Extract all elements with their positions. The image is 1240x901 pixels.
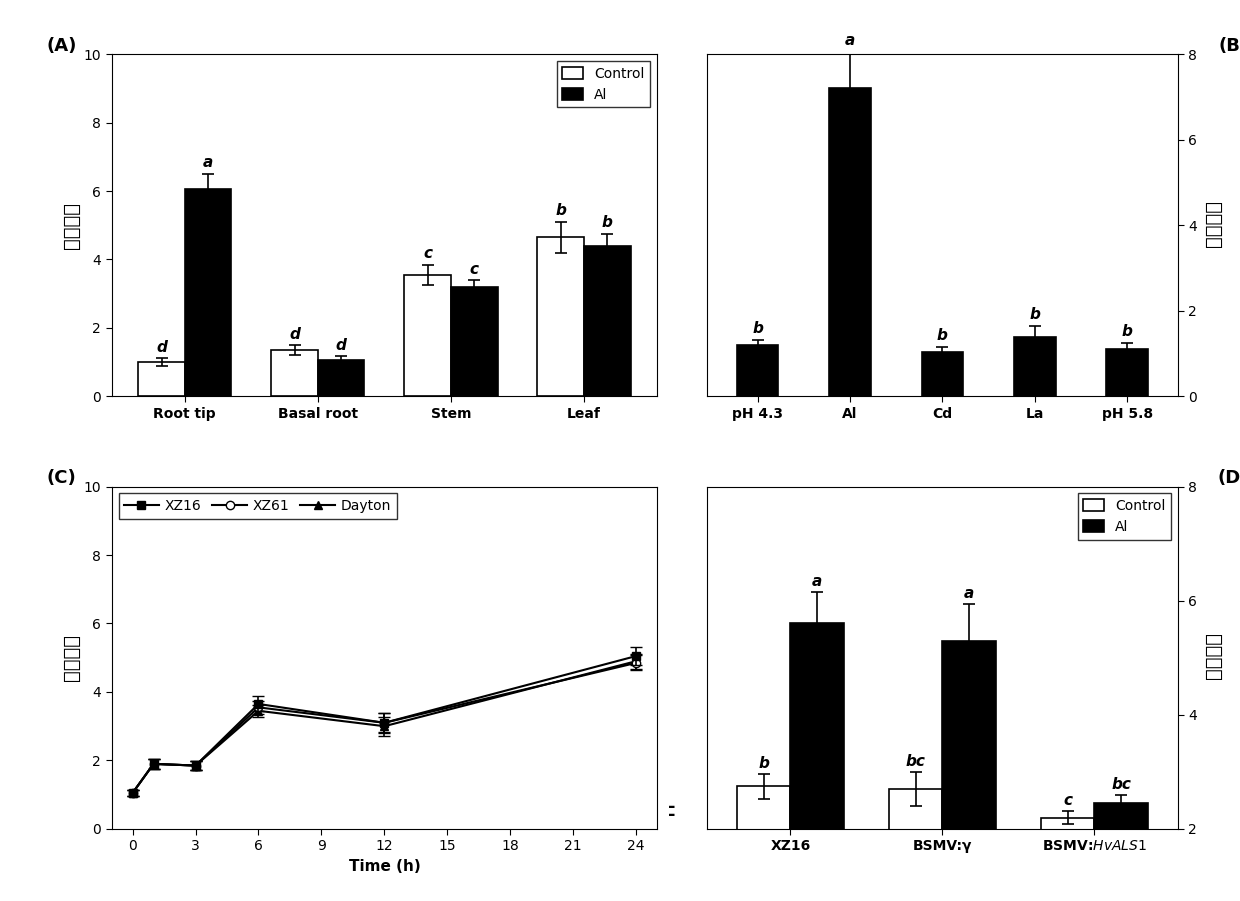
Bar — [830, 88, 870, 396]
Text: b: b — [1029, 306, 1040, 322]
Text: bc: bc — [906, 754, 926, 769]
Bar — [1042, 817, 1095, 901]
Text: b: b — [1122, 323, 1132, 339]
Bar — [737, 345, 779, 396]
Text: d: d — [336, 338, 347, 353]
Legend: Control, Al: Control, Al — [557, 61, 650, 107]
Bar — [404, 275, 451, 396]
Text: bc: bc — [1111, 777, 1131, 792]
Text: a: a — [844, 32, 856, 48]
Bar — [451, 287, 497, 396]
X-axis label: Time (h): Time (h) — [348, 859, 420, 874]
Y-axis label: 相对表达: 相对表达 — [62, 202, 81, 249]
Text: c: c — [423, 246, 433, 261]
Text: b: b — [759, 756, 769, 770]
Bar — [317, 360, 365, 396]
Bar — [138, 362, 185, 396]
Text: a: a — [812, 574, 822, 589]
Bar — [790, 623, 843, 901]
Text: c: c — [1063, 793, 1073, 808]
Y-axis label: 相对表达: 相对表达 — [1203, 202, 1221, 249]
Text: b: b — [601, 215, 613, 231]
Text: (D): (D) — [1218, 469, 1240, 487]
Text: a: a — [963, 586, 975, 601]
Text: a: a — [203, 156, 213, 170]
Text: -: - — [668, 806, 676, 824]
Text: c: c — [470, 261, 479, 277]
Bar — [942, 641, 996, 901]
Bar — [185, 189, 232, 396]
Text: d: d — [156, 340, 167, 355]
Text: (C): (C) — [46, 469, 76, 487]
Bar — [1014, 336, 1055, 396]
Text: d: d — [289, 327, 300, 341]
Y-axis label: 相对表达: 相对表达 — [1203, 634, 1221, 681]
Text: b: b — [753, 321, 763, 336]
Legend: XZ16, XZ61, Dayton: XZ16, XZ61, Dayton — [119, 494, 397, 519]
Text: b: b — [937, 328, 947, 343]
Text: -: - — [668, 798, 676, 816]
Bar — [889, 789, 942, 901]
Bar — [1095, 804, 1147, 901]
Legend: Control, Al: Control, Al — [1078, 494, 1171, 540]
Bar — [272, 350, 317, 396]
Bar — [1106, 350, 1148, 396]
Bar — [537, 237, 584, 396]
Y-axis label: 相对表达: 相对表达 — [62, 634, 81, 681]
Text: (A): (A) — [46, 37, 77, 55]
Bar — [584, 246, 631, 396]
Text: (B): (B) — [1219, 37, 1240, 55]
Bar — [738, 786, 790, 901]
Bar — [921, 351, 963, 396]
Text: b: b — [556, 204, 567, 218]
